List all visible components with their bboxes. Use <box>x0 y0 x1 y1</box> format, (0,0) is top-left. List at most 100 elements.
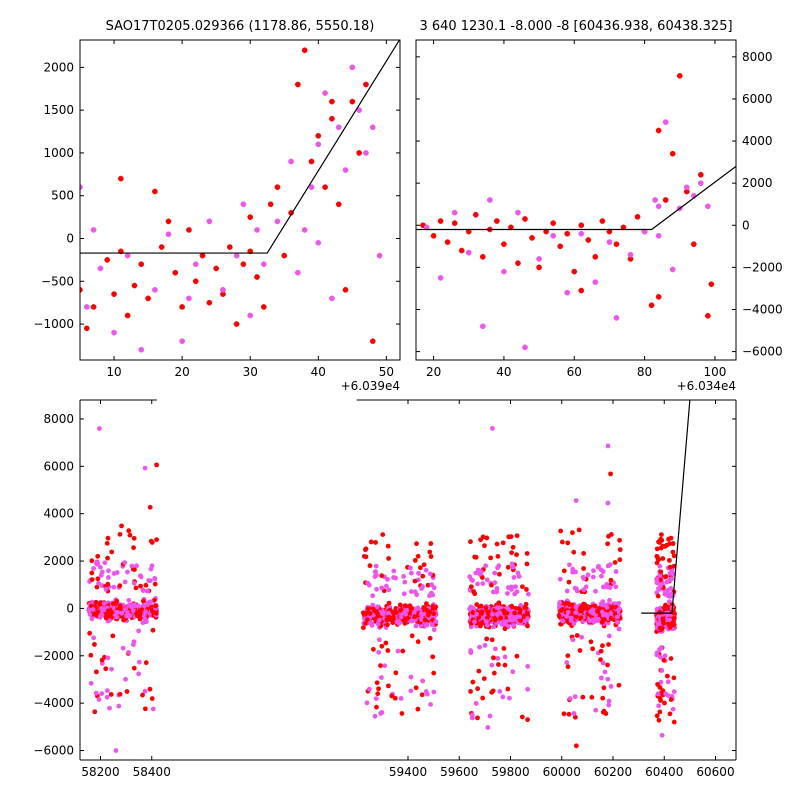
data-point-magenta <box>383 583 389 589</box>
data-point-red <box>131 545 136 551</box>
plot-area <box>416 72 736 351</box>
data-point-magenta <box>427 571 433 577</box>
data-point-red <box>654 713 660 719</box>
data-point-red <box>421 562 427 568</box>
x-tick-label: 40 <box>311 365 326 379</box>
data-point-magenta <box>138 574 144 580</box>
data-point-magenta <box>654 652 660 658</box>
x-tick-label: 60600 <box>696 765 734 779</box>
data-point-red <box>254 274 260 280</box>
data-point-red <box>588 639 594 645</box>
data-point-magenta <box>138 346 145 353</box>
data-point-red <box>491 655 496 661</box>
data-point-magenta <box>477 644 482 650</box>
data-point-magenta <box>143 609 148 614</box>
data-point-magenta <box>525 616 530 622</box>
x-tick-label: 60000 <box>543 765 581 779</box>
data-point-magenta <box>593 588 598 594</box>
data-point-magenta <box>295 269 301 276</box>
data-point-red <box>295 81 301 88</box>
data-point-magenta <box>505 591 510 596</box>
data-point-magenta <box>87 611 93 617</box>
data-point-magenta <box>697 180 704 187</box>
data-point-red <box>589 694 595 700</box>
data-point-red <box>668 697 674 702</box>
data-point-red <box>342 286 349 293</box>
data-point-magenta <box>606 702 612 708</box>
data-point-red <box>608 577 614 583</box>
data-point-magenta <box>429 622 435 628</box>
data-point-magenta <box>564 660 570 665</box>
data-point-magenta <box>429 590 434 596</box>
data-point-magenta <box>380 610 386 615</box>
data-point-red <box>509 550 514 556</box>
data-point-red <box>475 686 481 692</box>
data-point-magenta <box>424 622 430 628</box>
data-point-red <box>600 643 605 649</box>
data-point-red <box>105 608 111 614</box>
data-point-red <box>662 700 667 706</box>
data-point-red <box>420 573 426 579</box>
data-point-red <box>147 686 153 692</box>
data-point-red <box>595 609 600 614</box>
data-point-red <box>497 571 502 577</box>
data-point-magenta <box>605 676 611 682</box>
data-point-red <box>479 253 486 260</box>
data-point-red <box>592 253 599 260</box>
data-point-red <box>451 220 458 227</box>
data-point-red <box>421 605 427 610</box>
data-point-red <box>356 150 362 156</box>
plot-area <box>80 40 400 353</box>
data-point-magenta <box>165 231 172 238</box>
data-point-red <box>661 657 667 663</box>
data-point-red <box>705 312 711 319</box>
data-point-magenta <box>382 663 388 669</box>
data-point-red <box>137 611 143 616</box>
data-point-magenta <box>240 201 247 208</box>
data-point-magenta <box>103 586 109 592</box>
data-point-red <box>89 570 95 576</box>
data-point-red <box>668 656 674 661</box>
data-point-magenta <box>192 261 199 268</box>
data-point-magenta <box>152 575 158 581</box>
data-point-magenta <box>378 675 384 680</box>
data-point-red <box>571 268 578 275</box>
data-point-red <box>578 615 584 621</box>
x-tick-label: 60 <box>567 365 582 379</box>
data-point-red <box>470 610 476 615</box>
data-point-red <box>422 617 428 623</box>
data-point-red <box>409 633 415 639</box>
data-point-red <box>483 605 489 611</box>
y-tick-label: 8000 <box>43 412 74 426</box>
data-point-red <box>601 617 607 622</box>
data-point-magenta <box>127 613 133 619</box>
data-point-red <box>389 693 395 699</box>
data-point-red <box>471 589 477 594</box>
data-point-magenta <box>143 619 149 625</box>
data-point-red <box>110 601 116 607</box>
data-point-magenta <box>370 593 376 599</box>
data-point-red <box>502 662 508 668</box>
data-point-red <box>117 583 123 589</box>
data-point-magenta <box>572 694 578 700</box>
data-point-magenta <box>152 286 158 293</box>
data-point-red <box>109 610 115 615</box>
data-point-magenta <box>490 426 495 431</box>
data-point-magenta <box>414 592 420 598</box>
data-point-red <box>380 532 386 538</box>
data-point-red <box>578 222 585 229</box>
x-tick-label: 20 <box>426 365 441 379</box>
data-point-red <box>658 569 664 575</box>
data-point-magenta <box>391 568 397 574</box>
data-point-red <box>475 715 480 721</box>
data-point-magenta <box>507 695 512 701</box>
data-point-magenta <box>514 589 520 595</box>
data-point-red <box>109 549 115 555</box>
data-point-magenta <box>428 702 434 707</box>
data-point-red <box>616 682 622 688</box>
data-point-red <box>99 657 105 663</box>
data-point-red <box>564 230 571 237</box>
data-point-red <box>379 573 385 579</box>
data-point-red <box>489 689 495 695</box>
data-point-red <box>274 184 281 191</box>
